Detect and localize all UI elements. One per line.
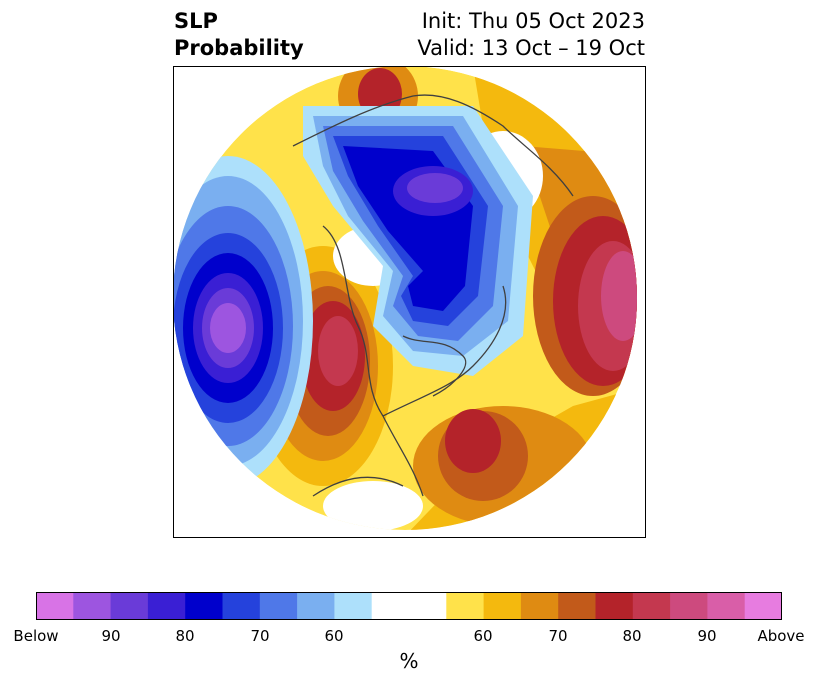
colorbar-cell (558, 592, 596, 620)
colorbar-tick-70-above: 70 (548, 627, 568, 645)
colorbar-cell (595, 592, 634, 620)
colorbar-tick-90-above: 90 (697, 627, 717, 645)
colorbar-tick-below: Below (13, 627, 59, 645)
map-title: SLP Probability (174, 8, 304, 62)
colorbar-cell (334, 592, 373, 620)
colorbar-tick-60-below: 60 (324, 627, 344, 645)
colorbar-cell (222, 592, 261, 620)
colorbar-tick-80-below: 80 (175, 627, 195, 645)
colorbar-cell (147, 592, 186, 620)
colorbar-cell (259, 592, 298, 620)
valid-range: Valid: 13 Oct – 19 Oct (417, 36, 645, 60)
colorbar-tick-70-below: 70 (250, 627, 270, 645)
colorbar-tick-80-above: 80 (622, 627, 642, 645)
colorbar-tick-60-above: 60 (473, 627, 493, 645)
colorbar-cell (632, 592, 671, 620)
colorbar-cell (73, 592, 112, 620)
colorbar-cell (520, 592, 559, 620)
probability-map (173, 66, 646, 538)
colorbar-tick-90-below: 90 (101, 627, 121, 645)
date-info: Init: Thu 05 Oct 2023 Valid: 13 Oct – 19… (417, 8, 645, 62)
title-line-2: Probability (174, 36, 304, 60)
colorbar-cell (744, 592, 782, 620)
colorbar (36, 592, 782, 620)
colorbar-cell (409, 592, 447, 620)
colorbar-cell (371, 592, 410, 620)
colorbar-cell (36, 592, 74, 620)
title-line-1: SLP (174, 9, 218, 33)
colorbar-cell (297, 592, 335, 620)
init-date: Init: Thu 05 Oct 2023 (421, 9, 645, 33)
colorbar-cell (670, 592, 708, 620)
colorbar-cell (110, 592, 149, 620)
colorbar-tick-above: Above (757, 627, 805, 645)
colorbar-cell (446, 592, 485, 620)
colorbar-unit: % (399, 649, 419, 673)
colorbar-cell (483, 592, 522, 620)
colorbar-cell (707, 592, 746, 620)
colorbar-cell (185, 592, 223, 620)
